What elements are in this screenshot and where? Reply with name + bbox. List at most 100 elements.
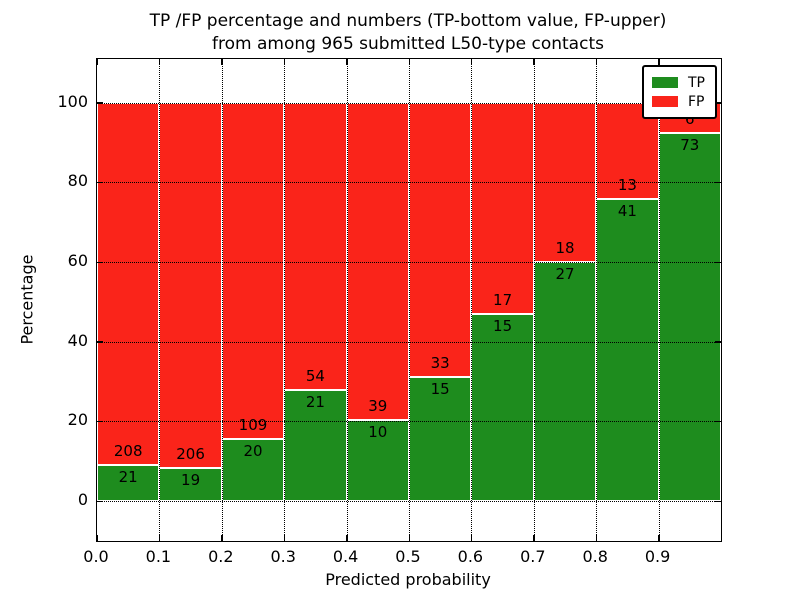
y-tick-label: 100 xyxy=(57,91,88,111)
tp-count-label: 15 xyxy=(493,317,513,336)
chart-title-line2: from among 965 submitted L50-type contac… xyxy=(212,34,604,54)
chart-title: TP /FP percentage and numbers (TP-bottom… xyxy=(96,10,720,56)
v-gridline xyxy=(533,59,535,541)
tp-count-label: 10 xyxy=(368,422,388,441)
tp-count-label: 15 xyxy=(430,379,450,398)
fp-count-label: 39 xyxy=(368,396,388,415)
bar-fp-segment xyxy=(284,102,347,390)
x-tick-top xyxy=(470,59,473,65)
x-tick-label: 0.4 xyxy=(332,547,359,566)
bar-fp-segment xyxy=(97,102,160,465)
x-tick-top xyxy=(408,59,410,65)
y-tick-left xyxy=(97,500,103,503)
x-tick-top xyxy=(658,59,660,65)
tp-count-label: 73 xyxy=(680,136,700,155)
v-gridline xyxy=(221,59,223,541)
x-tick-label: 0.2 xyxy=(208,547,234,566)
x-axis-label: Predicted probability xyxy=(325,570,491,589)
x-tick-bottom xyxy=(658,535,660,541)
bar-fp-segment xyxy=(346,102,409,420)
x-tick-label: 0.7 xyxy=(520,547,546,566)
y-tick-right xyxy=(715,261,721,264)
y-tick-right xyxy=(715,341,721,343)
x-tick-bottom xyxy=(470,535,473,541)
bar-fp-segment xyxy=(409,102,472,377)
bar-tp-segment xyxy=(533,262,597,502)
legend-label-fp: FP xyxy=(688,93,705,110)
y-tick-left xyxy=(97,261,103,264)
fp-count-label: 109 xyxy=(238,416,268,435)
x-tick-bottom xyxy=(221,535,223,541)
v-gridline xyxy=(409,59,410,541)
v-gridline xyxy=(658,59,660,541)
y-tick-label: 0 xyxy=(77,490,88,510)
y-axis-label: Percentage xyxy=(17,254,37,345)
x-tick-top xyxy=(96,59,98,65)
v-gridline xyxy=(471,59,473,541)
fp-count-label: 208 xyxy=(113,441,143,460)
x-tick-top xyxy=(221,59,223,65)
x-tick-label: 0.1 xyxy=(145,547,172,566)
x-tick-bottom xyxy=(346,535,348,541)
bar-tp-segment xyxy=(409,376,472,502)
x-tick-bottom xyxy=(158,535,161,541)
x-tick-label: 0.5 xyxy=(395,547,421,566)
x-tick-label: 0.8 xyxy=(582,547,608,566)
y-tick-left xyxy=(97,341,103,343)
bar-tp-segment xyxy=(658,133,721,502)
y-tick-left xyxy=(97,420,103,423)
fp-count-label: 18 xyxy=(555,239,575,258)
legend-row-fp: FP xyxy=(652,92,705,111)
x-tick-bottom xyxy=(283,535,286,541)
y-tick-label: 60 xyxy=(67,251,88,271)
fp-count-label: 17 xyxy=(493,291,513,310)
v-gridline xyxy=(346,59,348,541)
y-tick-right xyxy=(715,102,721,104)
tp-count-label: 19 xyxy=(181,470,201,489)
x-tick-label: 0.9 xyxy=(644,547,671,566)
legend-swatch-tp-icon xyxy=(652,77,678,88)
legend: TP FP xyxy=(642,65,717,119)
y-tick-right xyxy=(715,420,721,423)
y-tick-label: 40 xyxy=(67,330,88,350)
v-gridline xyxy=(284,59,286,541)
chart-title-line1: TP /FP percentage and numbers (TP-bottom… xyxy=(149,11,667,31)
x-tick-label: 0.0 xyxy=(83,547,109,566)
x-tick-bottom xyxy=(408,535,410,541)
x-tick-label: 0.6 xyxy=(457,547,484,566)
y-tick-right xyxy=(715,500,721,503)
x-tick-bottom xyxy=(533,535,535,541)
x-tick-bottom xyxy=(595,535,598,541)
fp-count-label: 6 xyxy=(685,110,695,129)
legend-label-tp: TP xyxy=(688,74,705,91)
x-tick-top xyxy=(283,59,286,65)
y-tick-left xyxy=(97,181,103,184)
y-tick-left xyxy=(97,102,103,104)
legend-row-tp: TP xyxy=(652,73,705,92)
bar-fp-segment xyxy=(159,102,222,468)
v-gridline xyxy=(596,59,598,541)
x-tick-top xyxy=(346,59,348,65)
plot-area: 21 208 19 206 20 109 21 54 10 39 15 33 15 17 27 18 41 13 7… xyxy=(96,58,722,542)
v-gridline xyxy=(159,59,161,541)
x-tick-bottom xyxy=(96,535,98,541)
y-tick-label: 80 xyxy=(67,171,88,191)
y-tick-label: 20 xyxy=(67,410,88,430)
x-tick-top xyxy=(158,59,161,65)
bar-tp-segment xyxy=(596,198,659,502)
tp-count-label: 20 xyxy=(243,442,263,461)
y-tick-right xyxy=(715,181,721,184)
fp-count-label: 54 xyxy=(305,366,325,385)
tp-count-label: 21 xyxy=(118,467,138,486)
bar-fp-segment xyxy=(471,102,534,315)
bar-fp-segment xyxy=(221,102,285,440)
x-tick-top xyxy=(533,59,535,65)
fp-count-label: 13 xyxy=(617,175,637,194)
legend-swatch-fp-icon xyxy=(652,96,678,107)
fp-count-label: 33 xyxy=(430,353,450,372)
bar-tp-segment xyxy=(97,464,160,502)
tp-count-label: 21 xyxy=(305,392,325,411)
x-tick-top xyxy=(595,59,598,65)
tp-count-label: 41 xyxy=(617,201,637,220)
